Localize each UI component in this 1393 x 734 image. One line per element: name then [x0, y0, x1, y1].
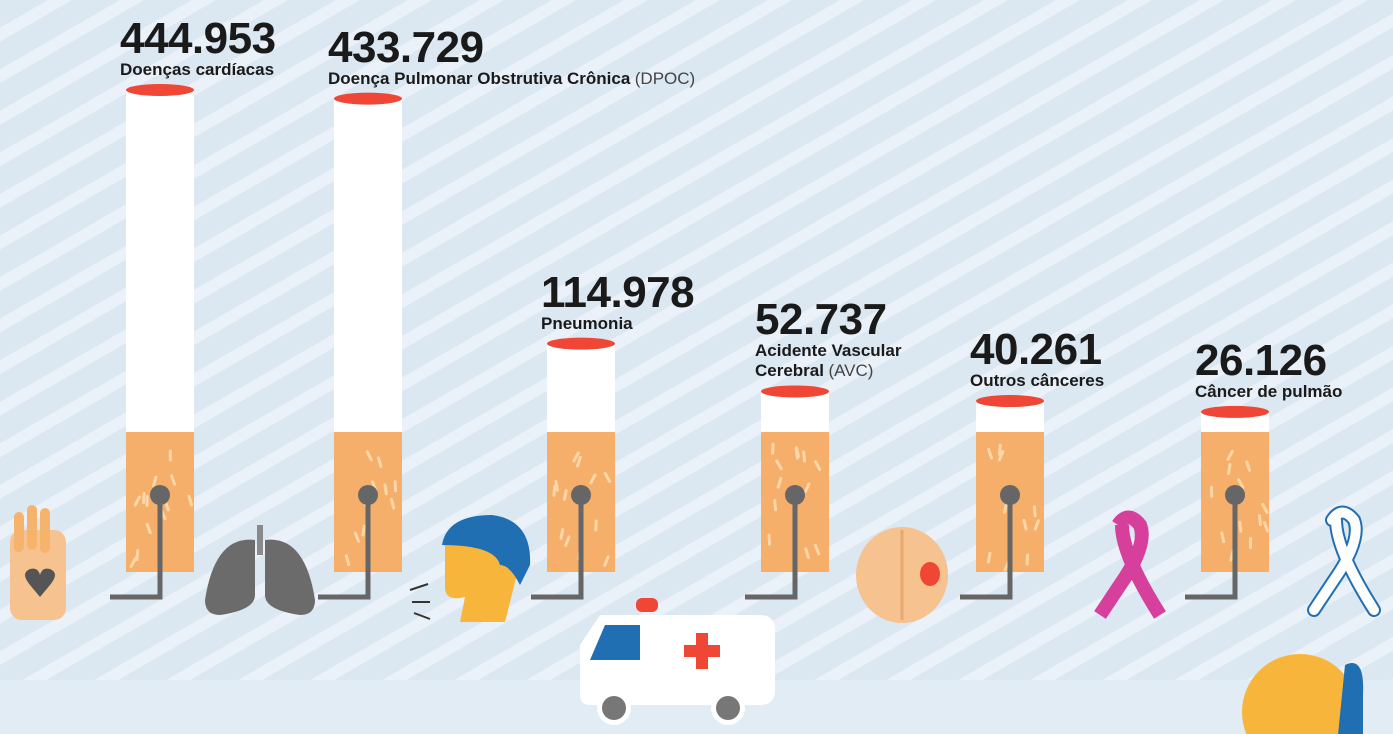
stand-knob [150, 485, 170, 505]
cough-icon [410, 515, 530, 622]
value-label: 444.953 [120, 18, 350, 60]
chart [0, 0, 1393, 734]
category-label: Doença Pulmonar Obstrutiva Crônica [328, 69, 630, 88]
cigarette-tip [761, 385, 829, 397]
filter-speckle [142, 492, 146, 504]
value-label: 52.737 [755, 299, 920, 341]
stand-knob [785, 485, 805, 505]
head-icon [1242, 654, 1363, 734]
filter-speckle [771, 443, 774, 455]
stand-knob [1225, 485, 1245, 505]
cigarette-paper [126, 90, 194, 432]
heart-hand-icon [10, 505, 66, 620]
ambulance-icon [580, 598, 775, 725]
stand-knob [358, 485, 378, 505]
category-note: (AVC) [828, 361, 873, 380]
value-label: 40.261 [970, 329, 1170, 371]
cigarette-tip [1201, 406, 1269, 418]
category-label: Câncer de pulmão [1195, 382, 1342, 401]
filter-speckle [767, 534, 771, 546]
cigarette-tip [547, 338, 615, 350]
value-label: 26.126 [1195, 340, 1393, 382]
white-ribbon [1314, 513, 1374, 611]
category-label: Outros cânceres [970, 371, 1104, 390]
stand-knob [1000, 485, 1020, 505]
category-label: Pneumonia [541, 314, 633, 333]
filter-speckle [169, 449, 172, 461]
value-label: 114.978 [541, 272, 741, 314]
category-label: Doenças cardíacas [120, 60, 274, 79]
lungs-icon [205, 525, 315, 615]
cigarette-tip [126, 84, 194, 96]
page: {"chart_data": {"type": "bar", "categori… [0, 0, 1393, 734]
filter-speckle [1249, 537, 1252, 549]
filter-speckle [146, 495, 149, 507]
cigarette-tip [976, 395, 1044, 407]
brain-icon [856, 527, 948, 623]
cigarette-paper [547, 344, 615, 432]
value-label: 433.729 [328, 27, 768, 69]
pink-ribbon [1100, 518, 1160, 616]
cigarette-paper [761, 391, 829, 432]
bar-label: 114.978Pneumonia [541, 272, 741, 334]
filter-speckle [1210, 486, 1213, 498]
category-note: (DPOC) [635, 69, 695, 88]
filter-speckle [1026, 553, 1030, 565]
cigarette-paper [334, 99, 402, 432]
stand-knob [571, 485, 591, 505]
cigarette-tip [334, 93, 402, 105]
